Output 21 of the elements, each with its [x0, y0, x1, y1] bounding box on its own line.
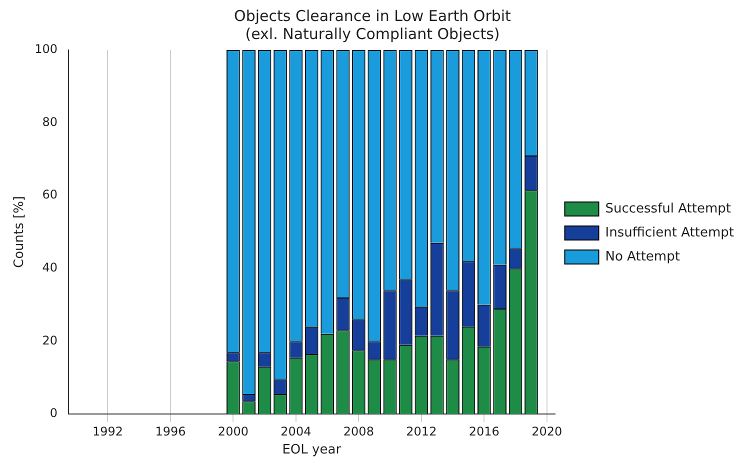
y-tick-label: 80 — [42, 114, 58, 129]
x-tick-label: 2012 — [406, 424, 437, 438]
chart-subtitle: (exl. Naturally Compliant Objects) — [245, 24, 500, 43]
x-tick-label: 1992 — [92, 424, 123, 438]
y-tick-label: 60 — [42, 188, 58, 202]
x-axis-title: EOL year — [282, 442, 342, 458]
x-tick-label: 1996 — [155, 424, 186, 438]
x-tick-label: 2020 — [532, 424, 562, 438]
x-tick-label: 2016 — [468, 424, 500, 438]
x-tick-label: 2004 — [280, 424, 312, 438]
y-axis-title: Counts [%] — [12, 196, 28, 268]
x-tick-label: 2000 — [218, 424, 248, 438]
y-tick-label: 20 — [42, 333, 58, 348]
x-tick-label: 2008 — [343, 424, 374, 438]
y-tick-label: 40 — [42, 260, 58, 275]
chart-title: Objects Clearance in Low Earth Orbit — [234, 6, 512, 25]
y-tick-label: 100 — [34, 42, 58, 56]
y-tick-label: 0 — [50, 406, 58, 420]
legend-label: Insufficient Attempt — [605, 225, 734, 240]
legend-label: Successful Attempt — [605, 201, 732, 216]
legend-label: No Attempt — [605, 249, 680, 264]
